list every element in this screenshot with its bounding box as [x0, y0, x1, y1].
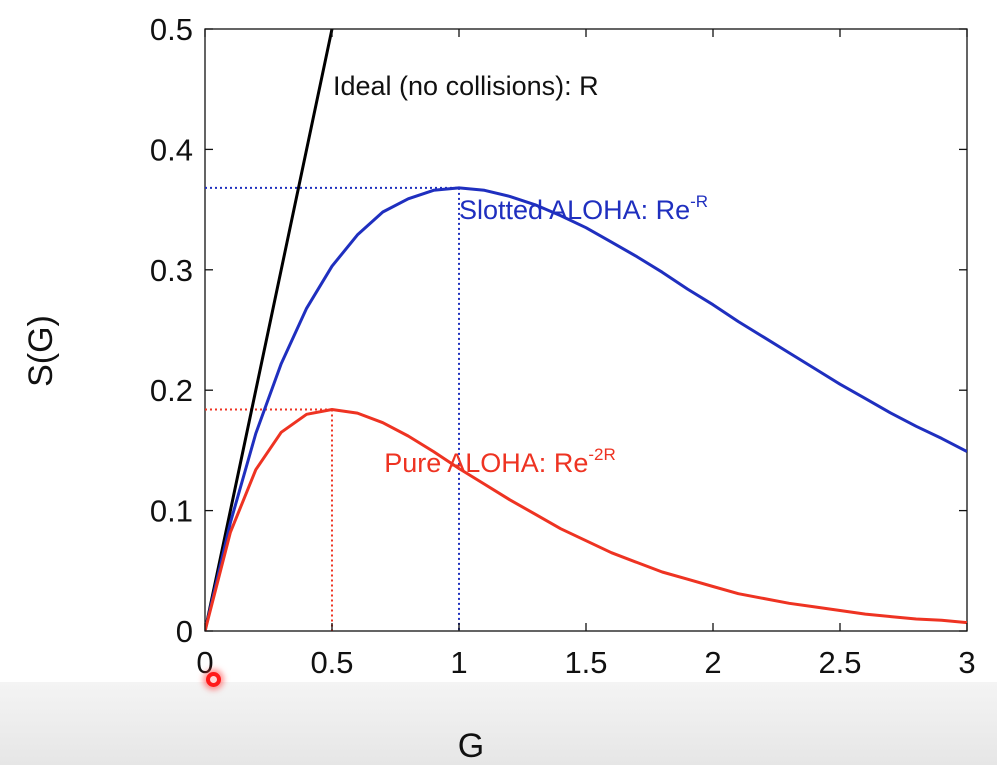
y-tick-label: 0.4	[150, 132, 193, 167]
reference-lines	[205, 186, 460, 631]
y-tick-label: 0.5	[150, 12, 193, 47]
series-line-ideal	[205, 29, 334, 631]
annotation-pure: Pure ALOHA: Re-2R	[384, 445, 616, 478]
x-tick-label: 1.5	[564, 645, 607, 680]
series-line-slotted	[205, 186, 967, 631]
x-tick-label: 0.5	[310, 645, 353, 680]
y-axis-label: S(G)	[22, 315, 60, 387]
annotation-pure-text: Pure ALOHA: Re	[384, 448, 588, 478]
annotation-ideal-text: Ideal (no collisions): R	[333, 71, 599, 101]
y-tick-label: 0.3	[150, 253, 193, 288]
x-axis-label: G	[458, 727, 484, 765]
x-tick-label: 2.5	[818, 645, 861, 680]
annotation-slotted: Slotted ALOHA: Re-R	[459, 192, 708, 225]
y-tick-label: 0.2	[150, 373, 193, 408]
axis-ticks: 0 0.5 1 1.5 2 2.5 3 0 0.1 0.2 0.3 0.4 0.5	[150, 12, 976, 680]
series-lines	[205, 29, 967, 631]
annotations: Ideal (no collisions): R Slotted ALOHA: R…	[333, 71, 708, 478]
x-tick-label: 1	[450, 645, 467, 680]
annotation-pure-superscript: -2R	[588, 445, 615, 464]
annotation-slotted-text: Slotted ALOHA: Re	[459, 195, 690, 225]
y-tick-label: 0	[176, 614, 193, 649]
x-tick-label: 2	[704, 645, 721, 680]
x-tick-label: 3	[958, 645, 975, 680]
annotation-ideal: Ideal (no collisions): R	[333, 71, 599, 101]
pointer-cursor-icon	[206, 672, 221, 687]
series-line-pure	[205, 408, 967, 631]
annotation-slotted-superscript: -R	[690, 192, 708, 211]
bottom-shade	[0, 682, 997, 765]
y-tick-label: 0.1	[150, 494, 193, 529]
x-tick-label: 0	[196, 645, 213, 680]
